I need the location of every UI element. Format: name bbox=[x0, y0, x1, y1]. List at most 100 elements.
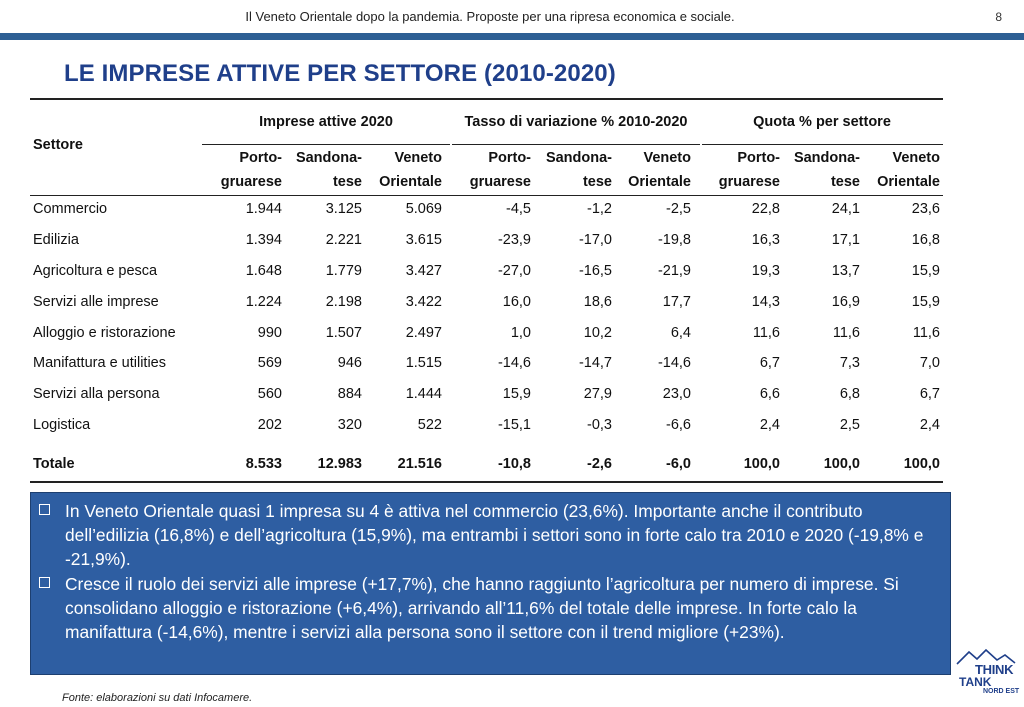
table-cell: 16,8 bbox=[911, 232, 940, 248]
row-header-label: Settore bbox=[33, 137, 83, 153]
think-tank-logo: THINK TANK NORD EST bbox=[953, 648, 1023, 700]
table-cell: 6,7 bbox=[919, 386, 940, 402]
table-cell: 27,9 bbox=[583, 386, 612, 402]
column-group-header: Quota % per settore bbox=[753, 114, 891, 130]
table-cell: 202 bbox=[257, 417, 282, 433]
logo-line1: THINK bbox=[975, 662, 1014, 677]
table-cell: 2.198 bbox=[325, 294, 362, 310]
subheader-line1: Veneto bbox=[892, 150, 940, 166]
checkbox-bullet-icon bbox=[39, 576, 50, 588]
subheader-line1: Sandona- bbox=[545, 150, 612, 166]
table-cell: 1,0 bbox=[510, 325, 531, 341]
table-cell: 24,1 bbox=[831, 201, 860, 217]
table-cell: 884 bbox=[337, 386, 362, 402]
table-cell: 22,8 bbox=[751, 201, 780, 217]
subheader-line2: Orientale bbox=[628, 174, 691, 190]
table-cell: -6,6 bbox=[666, 417, 691, 433]
table-cell: -19,8 bbox=[657, 232, 691, 248]
table-cell: 5.069 bbox=[405, 201, 442, 217]
row-label: Servizi alle imprese bbox=[33, 294, 159, 310]
table-cell: -23,9 bbox=[497, 232, 531, 248]
table-cell: 13,7 bbox=[831, 263, 860, 279]
table-cell: 2.497 bbox=[405, 325, 442, 341]
page-number: 8 bbox=[995, 10, 1002, 24]
table-cell: 1.444 bbox=[405, 386, 442, 402]
header-text: Il Veneto Orientale dopo la pandemia. Pr… bbox=[245, 9, 735, 24]
table-cell: 6,7 bbox=[759, 355, 780, 371]
subheader-line1: Porto- bbox=[488, 150, 531, 166]
table-cell: 1.507 bbox=[325, 325, 362, 341]
source-note: Fonte: elaborazioni su dati Infocamere. bbox=[62, 692, 253, 704]
table-cell: 1.648 bbox=[245, 263, 282, 279]
subheader-line2: gruarese bbox=[220, 174, 282, 190]
table-cell: 2,4 bbox=[919, 417, 940, 433]
table-cell: 3.125 bbox=[325, 201, 362, 217]
total-cell: -10,8 bbox=[497, 456, 531, 472]
subheader-line1: Sandona- bbox=[793, 150, 860, 166]
table-cell: 7,0 bbox=[919, 355, 940, 371]
callout-text: In Veneto Orientale quasi 1 impresa su 4… bbox=[65, 501, 924, 570]
row-label: Edilizia bbox=[33, 232, 79, 248]
callout-bullet: Cresce il ruolo dei servizi alle imprese… bbox=[39, 572, 938, 645]
header-bottom-rule bbox=[30, 195, 943, 197]
subheader-line2: Orientale bbox=[877, 174, 940, 190]
table-cell: 1.224 bbox=[245, 294, 282, 310]
table-cell: 18,6 bbox=[583, 294, 612, 310]
table-cell: 560 bbox=[257, 386, 282, 402]
total-cell: 21.516 bbox=[397, 456, 442, 472]
table-cell: 10,2 bbox=[583, 325, 612, 341]
row-label: Agricoltura e pesca bbox=[33, 263, 158, 279]
table-cell: 6,4 bbox=[670, 325, 691, 341]
table-top-rule bbox=[30, 98, 943, 100]
table-cell: 946 bbox=[337, 355, 362, 371]
subheader-line2: tese bbox=[582, 174, 612, 190]
table-cell: 11,6 bbox=[912, 325, 940, 341]
column-group-header: Tasso di variazione % 2010-2020 bbox=[464, 114, 688, 130]
table-cell: -14,7 bbox=[578, 355, 612, 371]
subheader-line2: gruarese bbox=[718, 174, 780, 190]
column-group-header: Imprese attive 2020 bbox=[259, 114, 393, 130]
table-cell: 2.221 bbox=[325, 232, 362, 248]
logo-line3: NORD EST bbox=[983, 688, 1020, 695]
table-cell: 15,9 bbox=[911, 263, 940, 279]
checkbox-bullet-icon bbox=[39, 504, 50, 515]
table-cell: 1.394 bbox=[245, 232, 282, 248]
table-cell: 569 bbox=[257, 355, 282, 371]
callout-text: Cresce il ruolo dei servizi alle imprese… bbox=[65, 573, 899, 643]
total-cell: 12.983 bbox=[317, 456, 362, 472]
table-cell: 1.944 bbox=[245, 201, 282, 217]
subheader-line2: tese bbox=[332, 174, 362, 190]
summary-callout: In Veneto Orientale quasi 1 impresa su 4… bbox=[30, 492, 951, 675]
table-cell: 320 bbox=[337, 417, 362, 433]
table-cell: 11,6 bbox=[752, 325, 780, 341]
total-cell: -6,0 bbox=[666, 456, 691, 472]
table-cell: 3.615 bbox=[405, 232, 442, 248]
table-cell: 1.515 bbox=[405, 355, 442, 371]
subheader-line1: Veneto bbox=[643, 150, 691, 166]
table-cell: 6,8 bbox=[839, 386, 860, 402]
table-cell: -1,2 bbox=[587, 201, 612, 217]
page-title: LE IMPRESE ATTIVE PER SETTORE (2010-2020… bbox=[64, 60, 616, 87]
table-cell: 3.427 bbox=[405, 263, 442, 279]
table-cell: -16,5 bbox=[578, 263, 612, 279]
subheader-line2: Orientale bbox=[379, 174, 442, 190]
table-cell: 2,4 bbox=[759, 417, 780, 433]
table-cell: 6,6 bbox=[759, 386, 780, 402]
table-cell: 1.779 bbox=[325, 263, 362, 279]
subheader-line1: Porto- bbox=[239, 150, 282, 166]
subheader-line2: gruarese bbox=[469, 174, 531, 190]
subheader-line1: Sandona- bbox=[295, 150, 362, 166]
table-cell: 16,0 bbox=[502, 294, 531, 310]
group-underline bbox=[702, 144, 943, 146]
total-cell: 100,0 bbox=[903, 456, 940, 472]
table-cell: -21,9 bbox=[657, 263, 691, 279]
table-cell: 16,3 bbox=[751, 232, 780, 248]
total-cell: -2,6 bbox=[587, 456, 612, 472]
total-cell: 8.533 bbox=[245, 456, 282, 472]
table-cell: -14,6 bbox=[497, 355, 531, 371]
table-cell: 16,9 bbox=[831, 294, 860, 310]
table-cell: 23,0 bbox=[662, 386, 691, 402]
row-label: Alloggio e ristorazione bbox=[33, 325, 176, 341]
table-cell: 19,3 bbox=[751, 263, 780, 279]
mountain-logo-icon bbox=[956, 648, 1016, 665]
